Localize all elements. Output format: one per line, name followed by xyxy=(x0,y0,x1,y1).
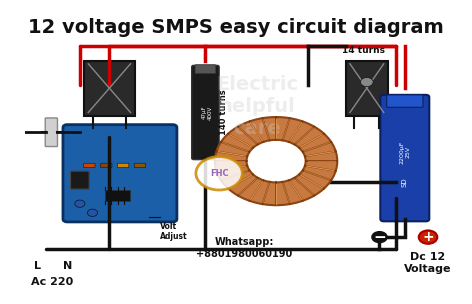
Circle shape xyxy=(246,140,306,182)
Text: Volt
Adjust: Volt Adjust xyxy=(160,222,188,241)
FancyBboxPatch shape xyxy=(380,95,430,221)
FancyBboxPatch shape xyxy=(118,163,129,168)
Text: FHC: FHC xyxy=(210,169,228,178)
Circle shape xyxy=(419,230,438,244)
FancyBboxPatch shape xyxy=(105,190,130,201)
Text: Electric
helpful
care: Electric helpful care xyxy=(216,75,298,138)
FancyBboxPatch shape xyxy=(135,163,146,168)
Circle shape xyxy=(372,232,387,243)
FancyBboxPatch shape xyxy=(70,171,89,189)
FancyBboxPatch shape xyxy=(195,65,216,74)
FancyBboxPatch shape xyxy=(346,61,388,116)
Text: 12 voltage SMPS easy circuit diagram: 12 voltage SMPS easy circuit diagram xyxy=(28,18,444,37)
Text: N: N xyxy=(63,261,72,271)
Circle shape xyxy=(361,78,373,87)
FancyBboxPatch shape xyxy=(84,163,95,168)
Text: 140 turns: 140 turns xyxy=(219,90,228,135)
Text: Whatsapp:
+8801980060190: Whatsapp: +8801980060190 xyxy=(196,237,293,259)
Text: 47µF
400V: 47µF 400V xyxy=(202,105,213,119)
Text: SD: SD xyxy=(402,178,408,187)
FancyBboxPatch shape xyxy=(192,65,219,160)
Text: 2200µF
25V: 2200µF 25V xyxy=(399,140,410,164)
FancyBboxPatch shape xyxy=(387,95,423,107)
Circle shape xyxy=(75,200,85,207)
Circle shape xyxy=(215,117,337,205)
FancyBboxPatch shape xyxy=(84,61,135,116)
Text: 14 turns: 14 turns xyxy=(342,46,385,55)
Text: L: L xyxy=(34,261,41,271)
FancyBboxPatch shape xyxy=(101,163,112,168)
Text: +: + xyxy=(422,230,434,244)
FancyBboxPatch shape xyxy=(63,125,177,222)
Circle shape xyxy=(196,157,242,190)
FancyBboxPatch shape xyxy=(45,118,58,147)
Text: Dc 12
Voltage: Dc 12 Voltage xyxy=(405,252,452,274)
Text: −: − xyxy=(373,230,386,245)
Text: Ac 220: Ac 220 xyxy=(31,277,74,287)
Circle shape xyxy=(87,209,98,216)
